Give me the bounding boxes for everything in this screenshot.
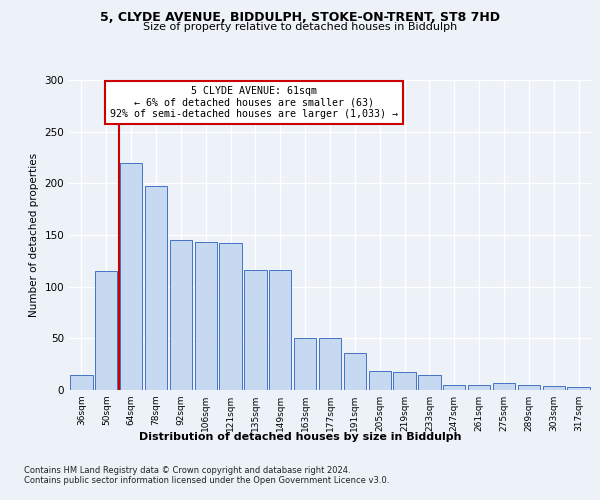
Text: Contains public sector information licensed under the Open Government Licence v3: Contains public sector information licen… bbox=[24, 476, 389, 485]
Bar bbox=[542, 386, 565, 390]
Bar bbox=[468, 385, 490, 390]
Bar bbox=[170, 240, 192, 390]
Bar bbox=[344, 353, 366, 390]
Bar bbox=[394, 372, 416, 390]
Bar bbox=[244, 270, 266, 390]
Bar bbox=[70, 374, 92, 390]
Bar bbox=[269, 270, 292, 390]
Text: Distribution of detached houses by size in Biddulph: Distribution of detached houses by size … bbox=[139, 432, 461, 442]
Text: Contains HM Land Registry data © Crown copyright and database right 2024.: Contains HM Land Registry data © Crown c… bbox=[24, 466, 350, 475]
Bar bbox=[568, 387, 590, 390]
Bar bbox=[319, 338, 341, 390]
Bar bbox=[294, 338, 316, 390]
Text: Size of property relative to detached houses in Biddulph: Size of property relative to detached ho… bbox=[143, 22, 457, 32]
Text: 5 CLYDE AVENUE: 61sqm
← 6% of detached houses are smaller (63)
92% of semi-detac: 5 CLYDE AVENUE: 61sqm ← 6% of detached h… bbox=[110, 86, 398, 120]
Bar bbox=[493, 383, 515, 390]
Bar bbox=[120, 162, 142, 390]
Bar bbox=[518, 385, 540, 390]
Bar bbox=[220, 244, 242, 390]
Bar bbox=[368, 372, 391, 390]
Text: 5, CLYDE AVENUE, BIDDULPH, STOKE-ON-TRENT, ST8 7HD: 5, CLYDE AVENUE, BIDDULPH, STOKE-ON-TREN… bbox=[100, 11, 500, 24]
Y-axis label: Number of detached properties: Number of detached properties bbox=[29, 153, 39, 317]
Bar bbox=[145, 186, 167, 390]
Bar bbox=[443, 385, 466, 390]
Bar bbox=[418, 374, 440, 390]
Bar bbox=[95, 271, 118, 390]
Bar bbox=[194, 242, 217, 390]
